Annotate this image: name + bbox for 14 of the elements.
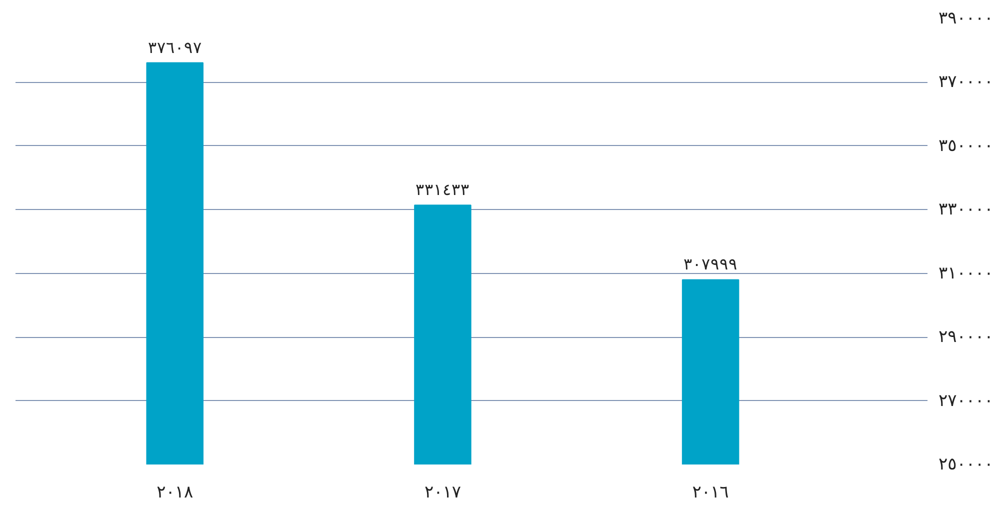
y-tick-label: ٣١٠٠٠٠ xyxy=(938,263,994,284)
data-label: ٣٠٧٩٩٩ xyxy=(684,256,738,274)
y-tick-label: ٣٣٠٠٠٠ xyxy=(938,200,994,220)
y-tick-label: ٣٥٠٠٠٠ xyxy=(938,136,994,156)
y-tick-label: ٢٧٠٠٠٠ xyxy=(938,390,994,411)
y-tick-label: ٢٥٠٠٠٠ xyxy=(938,454,994,474)
x-tick-label: ٢٠١٨ xyxy=(156,482,194,502)
y-tick-label: ٣٩٠٠٠٠ xyxy=(938,8,994,28)
x-tick-label: ٢٠١٦ xyxy=(692,482,729,502)
x-tick-label: ٢٠١٧ xyxy=(424,482,461,502)
y-tick-label: ٣٧٠٠٠٠ xyxy=(938,72,994,92)
y-tick-label: ٢٩٠٠٠٠ xyxy=(938,327,994,348)
data-label: ٣٧٦٠٩٧ xyxy=(148,40,202,57)
data-label: ٣٣١٤٣٣ xyxy=(416,182,470,200)
